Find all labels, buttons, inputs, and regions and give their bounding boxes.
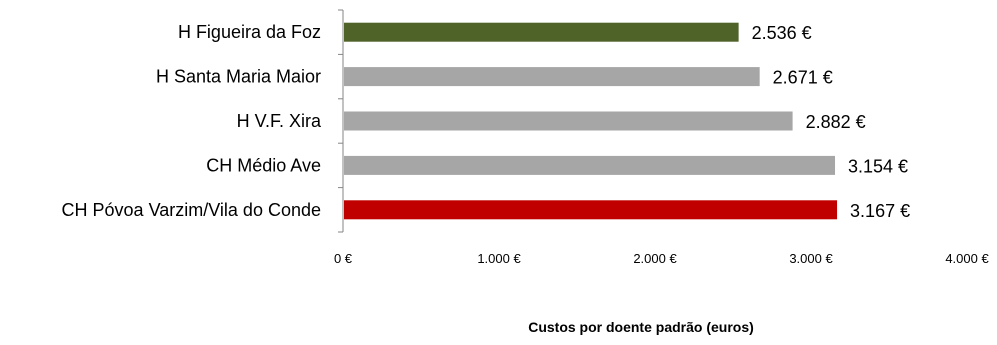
- x-axis-title: Custos por doente padrão (euros): [528, 319, 754, 335]
- bar: [344, 200, 838, 220]
- x-tick-label: 0 €: [334, 251, 353, 266]
- data-label: 2.882 €: [806, 112, 866, 132]
- x-tick-label: 1.000 €: [477, 251, 521, 266]
- x-tick-label: 2.000 €: [633, 251, 677, 266]
- category-label: H V.F. Xira: [237, 111, 322, 131]
- chart-bars: [344, 22, 838, 220]
- bar: [344, 111, 793, 131]
- bar: [344, 22, 739, 42]
- category-label: CH Póvoa Varzim/Vila do Conde: [62, 200, 321, 220]
- x-tick-label: 3.000 €: [789, 251, 833, 266]
- category-label: H Santa Maria Maior: [156, 67, 321, 87]
- data-label: 3.154 €: [848, 156, 908, 176]
- category-label: H Figueira da Foz: [178, 22, 321, 42]
- x-axis-ticks: 0 € 1.000 € 2.000 € 3.000 € 4.000 €: [334, 251, 989, 266]
- x-tick-label: 4.000 €: [945, 251, 989, 266]
- data-label: 2.536 €: [752, 23, 812, 43]
- chart-axes: [338, 9, 344, 233]
- bar: [344, 67, 760, 87]
- category-labels: H Figueira da Foz H Santa Maria Maior H V.…: [62, 22, 322, 220]
- bar: [344, 155, 836, 175]
- value-labels: 2.536 € 2.671 € 2.882 € 3.154 € 3.167 €: [752, 23, 910, 221]
- data-label: 2.671 €: [773, 68, 833, 88]
- category-label: CH Médio Ave: [206, 155, 321, 175]
- data-label: 3.167 €: [850, 201, 910, 221]
